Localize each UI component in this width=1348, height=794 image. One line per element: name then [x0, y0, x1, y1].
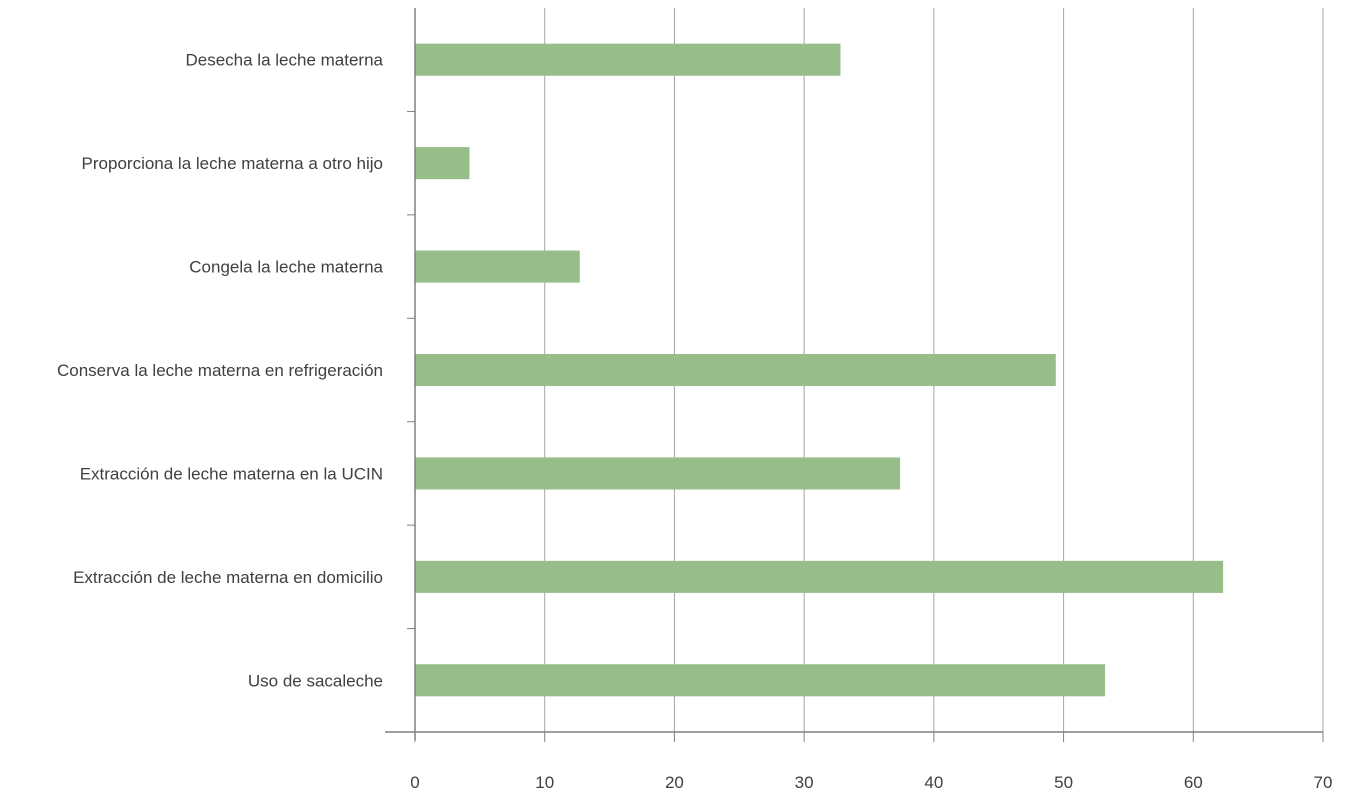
bar [415, 560, 1224, 593]
category-label: Extracción de leche materna en domicilio [73, 568, 383, 587]
bar [415, 250, 580, 283]
bar [415, 353, 1056, 387]
category-labels: Desecha la leche materna Proporciona la l… [57, 51, 384, 691]
bar [415, 664, 1106, 697]
category-label: Congela la leche materna [189, 258, 383, 277]
bar [415, 147, 470, 180]
category-label: Desecha la leche materna [185, 51, 383, 70]
x-tick-label: 30 [795, 773, 814, 792]
x-tick-label: 20 [665, 773, 684, 792]
x-tick-label: 40 [924, 773, 943, 792]
category-label: Conserva la leche materna en refrigeraci… [57, 361, 383, 380]
category-label: Uso de sacaleche [248, 671, 383, 690]
x-tick-label: 70 [1314, 773, 1333, 792]
x-tick-label: 50 [1054, 773, 1073, 792]
bar [415, 43, 841, 76]
category-label: Proporciona la leche materna a otro hijo [82, 154, 383, 173]
category-label: Extracción de leche materna en la UCIN [80, 464, 383, 483]
x-tick-label: 60 [1184, 773, 1203, 792]
axes [385, 8, 1324, 742]
x-tick-label: 10 [535, 773, 554, 792]
bars [415, 43, 1224, 697]
x-tick-labels: 0 10 20 30 40 50 60 70 [410, 773, 1332, 792]
x-tick-label: 0 [410, 773, 419, 792]
bar [415, 457, 901, 490]
